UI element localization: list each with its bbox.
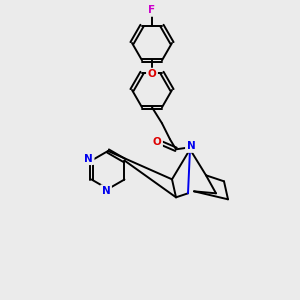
Text: O: O [148, 69, 156, 79]
Text: N: N [102, 186, 110, 196]
Text: F: F [148, 5, 156, 15]
Text: N: N [84, 154, 93, 164]
Text: N: N [187, 141, 195, 151]
Text: O: O [153, 137, 161, 147]
